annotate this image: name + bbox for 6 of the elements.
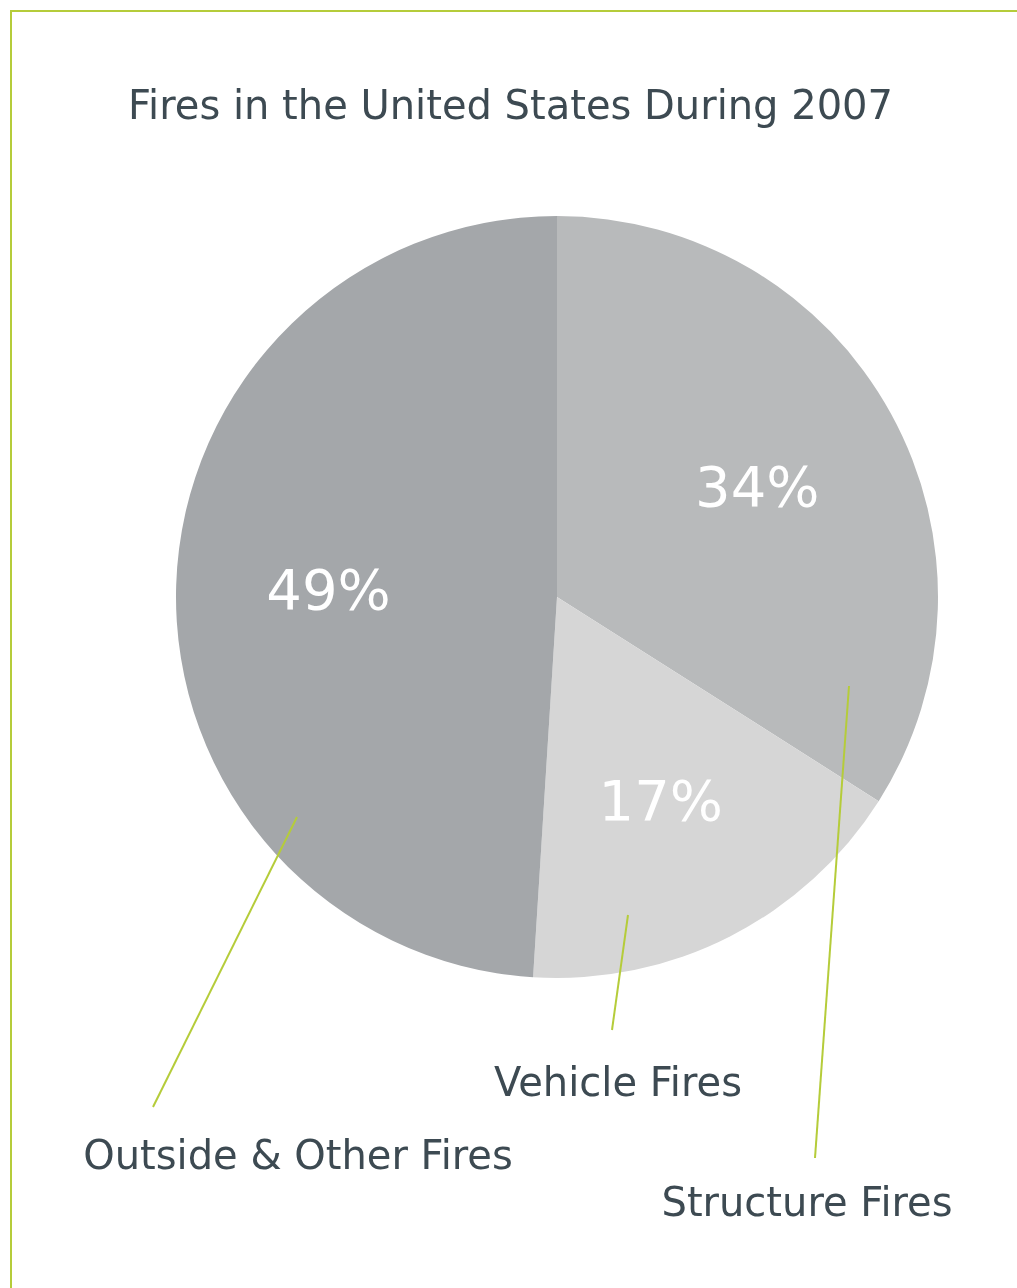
chart-title: Fires in the United States During 2007: [128, 82, 894, 128]
slice-label: Vehicle Fires: [494, 1059, 742, 1105]
slice-label: Structure Fires: [661, 1179, 953, 1225]
slice-label: Outside & Other Fires: [83, 1132, 513, 1178]
data-label: 34%: [695, 454, 820, 520]
data-label: 49%: [266, 557, 391, 623]
